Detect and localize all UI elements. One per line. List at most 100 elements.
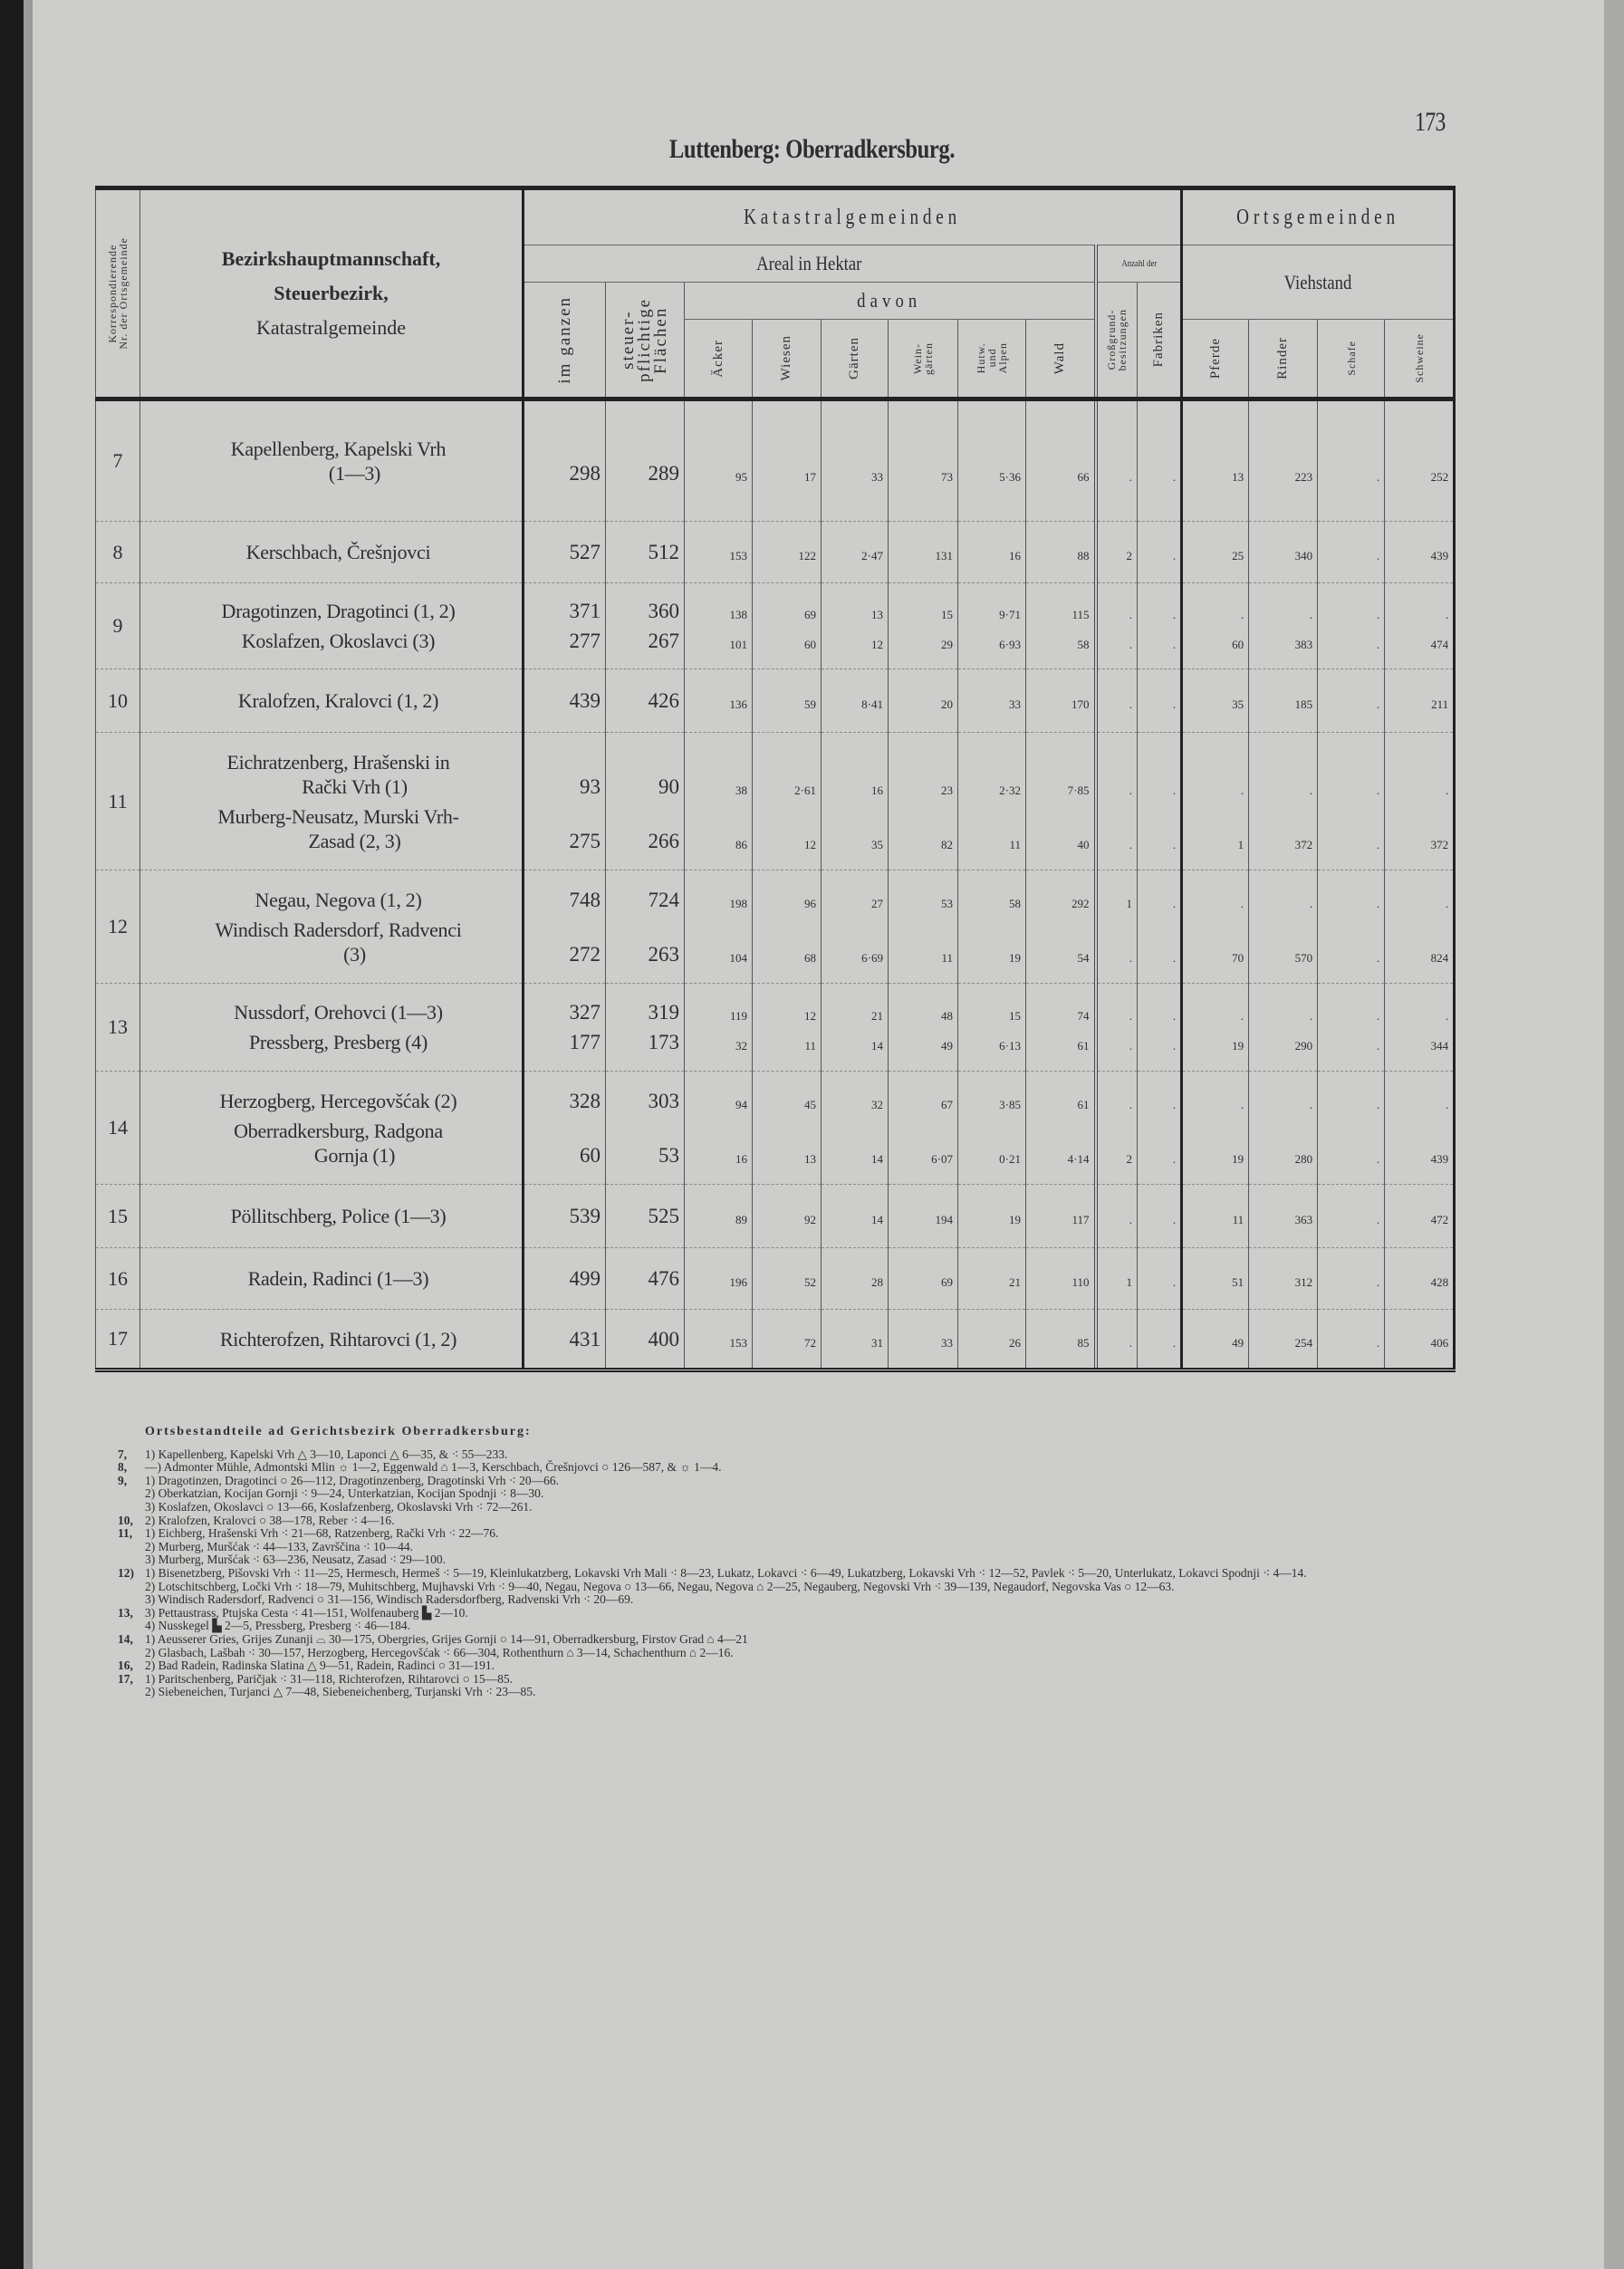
footnote-group: 8, —) Admonter Mühle, Admontski Mlin ☼ 1—…	[118, 1461, 1431, 1475]
value-aecker: 196	[729, 1275, 748, 1289]
value-slot: 92	[753, 1204, 821, 1228]
footnote-number: 10,	[118, 1513, 133, 1527]
value-slot: .	[1098, 1000, 1138, 1024]
value-steuerpflichtige: 289	[648, 462, 680, 485]
page-number: 173	[1415, 107, 1446, 137]
table-row: 8 Kerschbach, Črešnjovci 527 512 153 122 2·47 1…	[95, 521, 1455, 583]
footnote-item: 3) Murberg, Muršćak ⁖ 63—236, Neusatz, Z…	[145, 1553, 447, 1567]
value-im-ganzen: 499	[569, 1267, 601, 1290]
value-entries: 360 267	[606, 599, 684, 653]
name-entries: Kralofzen, Kralovci (1, 2)	[155, 688, 522, 713]
value-rinder: .	[1309, 1097, 1313, 1111]
value-entries: 31	[822, 1327, 888, 1351]
cell-hutweiden: 3·85 0·21	[957, 1071, 1026, 1185]
value-wald: 54	[1077, 950, 1090, 965]
value-slot: 153	[685, 540, 752, 564]
value-slot: .	[1385, 750, 1453, 799]
value-slot: 328	[524, 1089, 605, 1113]
value-slot: 3·85	[958, 1089, 1025, 1113]
footnote-item: 3) Windisch Radersdorf, Radvenci ○ 31—15…	[145, 1592, 634, 1607]
footnote-item: 3) Pettaustrass, Ptujska Cesta ⁖ 41—151,…	[145, 1605, 468, 1620]
value-pferde: .	[1240, 783, 1244, 797]
value-hutweiden: 0·21	[999, 1151, 1021, 1166]
value-schweine: 252	[1430, 470, 1449, 484]
cell-pferde: . 70	[1180, 870, 1249, 984]
value-slot: 173	[606, 1030, 684, 1054]
value-slot: 20	[889, 688, 957, 713]
value-pferde: .	[1240, 896, 1244, 910]
value-gaerten: 31	[871, 1335, 883, 1350]
value-entries: 198 104	[685, 888, 752, 966]
value-entries: .	[1318, 1204, 1384, 1228]
value-fabriken: .	[1172, 697, 1177, 711]
value-slot: 82	[889, 804, 957, 853]
value-slot: 58	[958, 888, 1025, 912]
value-gaerten: 35	[871, 837, 883, 851]
row-number: 17	[95, 1309, 140, 1370]
value-entries: 19	[958, 1204, 1025, 1228]
value-wald: 58	[1077, 638, 1090, 651]
value-slot: .	[1249, 599, 1317, 623]
value-slot: 31	[822, 1327, 888, 1351]
value-slot: 13	[753, 1119, 821, 1168]
cell-fabriken: .	[1136, 1309, 1182, 1370]
header-name-line: Steuerbezirk,	[274, 282, 389, 304]
row-number: 7	[95, 399, 140, 522]
value-slot: 48	[889, 1000, 957, 1024]
table-row: 11 Eichratzenberg, Hrašenski in Rački Vrh …	[95, 732, 1455, 870]
value-schafe: .	[1376, 697, 1380, 711]
footnote-items: 1) Eichberg, Hrašenski Vrh ⁖ 21—68, Ratz…	[145, 1527, 1431, 1567]
cell-im-ganzen: 431	[522, 1309, 606, 1370]
scan-edge-left	[0, 0, 24, 2269]
value-slot: 2	[1098, 540, 1138, 564]
value-entries: .	[1098, 688, 1138, 713]
value-im-ganzen: 328	[569, 1089, 601, 1112]
value-slot: 476	[606, 1266, 684, 1291]
name-line: Murberg-Neusatz, Murski Vrh-	[217, 804, 459, 828]
value-slot: .	[1098, 750, 1138, 799]
value-slot: 363	[1249, 1204, 1317, 1228]
cell-aecker: 119 32	[684, 983, 753, 1072]
value-slot: 90	[606, 750, 684, 799]
value-wald: 88	[1077, 549, 1090, 562]
value-slot: 439	[1385, 540, 1453, 564]
value-slot: .	[1318, 629, 1384, 653]
value-slot: .	[1098, 688, 1138, 713]
footnote-item: 1) Dragotinzen, Dragotinci ○ 26—112, Dra…	[145, 1473, 560, 1487]
cadastral-community: Negau, Negova (1, 2)	[155, 888, 522, 912]
value-slot: .	[1138, 1030, 1180, 1054]
value-schafe: .	[1376, 1335, 1380, 1350]
footnote-item: 2) Glasbach, Lašbah ⁖ 30—157, Herzogberg…	[145, 1645, 734, 1659]
value-slot: .	[1318, 688, 1384, 713]
value-entries: 439	[1385, 540, 1453, 564]
footnote-item: —) Admonter Mühle, Admontski Mlin ☼ 1—2,…	[145, 1460, 722, 1475]
value-slot: .	[1318, 1204, 1384, 1228]
value-slot: 344	[1385, 1030, 1453, 1054]
footnote-number: 13,	[118, 1605, 133, 1620]
value-entries: 136	[685, 688, 752, 713]
row-number: 12	[95, 870, 140, 984]
value-slot: 153	[685, 1327, 752, 1351]
value-entries: 298	[524, 437, 605, 486]
value-slot: 5·36	[958, 437, 1025, 486]
name-line: Windisch Radersdorf, Radvenci	[215, 918, 462, 941]
cell-gaerten: 27 6·69	[821, 870, 889, 984]
value-slot: 499	[524, 1266, 605, 1291]
cell-aecker: 89	[684, 1184, 753, 1248]
value-gaerten: 33	[871, 470, 883, 484]
value-slot: 428	[1385, 1266, 1453, 1291]
value-slot: .	[1318, 1089, 1384, 1113]
page-title: Luttenberg: Oberradkersburg.	[668, 134, 956, 164]
header-name-column: Bezirkshauptmannschaft, Steuerbezirk, Ka…	[139, 187, 524, 401]
cell-schafe: ..	[1317, 582, 1385, 669]
cadastral-community: Kralofzen, Kralovci (1, 2)	[155, 688, 522, 713]
value-pferde: 49	[1232, 1335, 1244, 1350]
value-entries: 52	[753, 1266, 821, 1291]
value-slot: .	[1318, 1266, 1384, 1291]
value-wald: 7·85	[1067, 783, 1090, 797]
value-rinder: 254	[1294, 1335, 1313, 1350]
cell-rinder: 312	[1248, 1247, 1318, 1310]
value-entries: 95	[685, 437, 752, 486]
cell-pferde: . 19	[1180, 1071, 1249, 1185]
header-ortsgemeinden: Ortsgemeinden	[1180, 187, 1455, 245]
